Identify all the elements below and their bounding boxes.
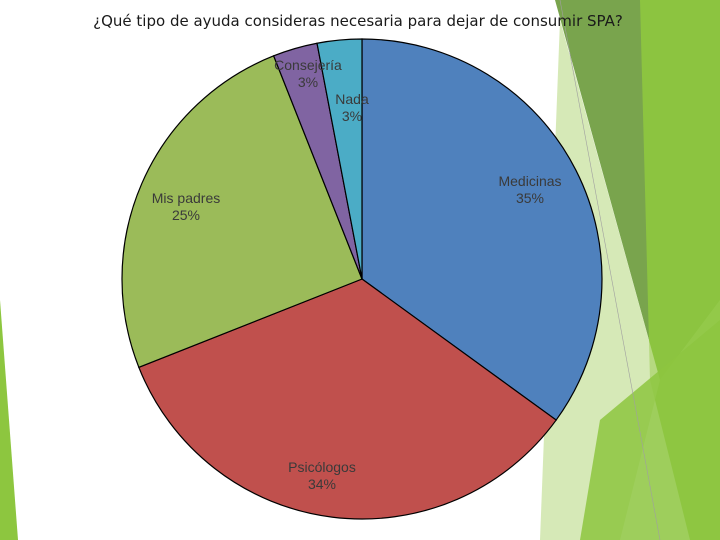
decor-line	[559, 0, 661, 540]
slice-percent-1: 35%	[516, 190, 544, 206]
pie-slice-1	[361, 38, 603, 421]
slice-label-3: Mis padres	[152, 190, 220, 206]
slice-label-4: Consejería	[274, 57, 342, 73]
pie-slice-2	[138, 278, 557, 520]
slice-percent-2: 34%	[308, 476, 336, 492]
pie-chart	[121, 38, 603, 520]
decor-shape-right-lower	[580, 320, 720, 540]
pie-slice-3	[121, 55, 363, 369]
slice-percent-4: 3%	[298, 74, 318, 90]
slice-label-5: Nada	[335, 91, 369, 107]
pie-slice-5	[316, 38, 363, 280]
chart-title: ¿Qué tipo de ayuda consideras necesaria …	[93, 12, 623, 30]
slice-label-2: Psicólogos	[288, 459, 356, 475]
decor-shape-left	[0, 300, 18, 540]
slice-percent-3: 25%	[172, 207, 200, 223]
slice-label-1: Medicinas	[498, 173, 561, 189]
slice-percent-5: 3%	[342, 108, 362, 124]
